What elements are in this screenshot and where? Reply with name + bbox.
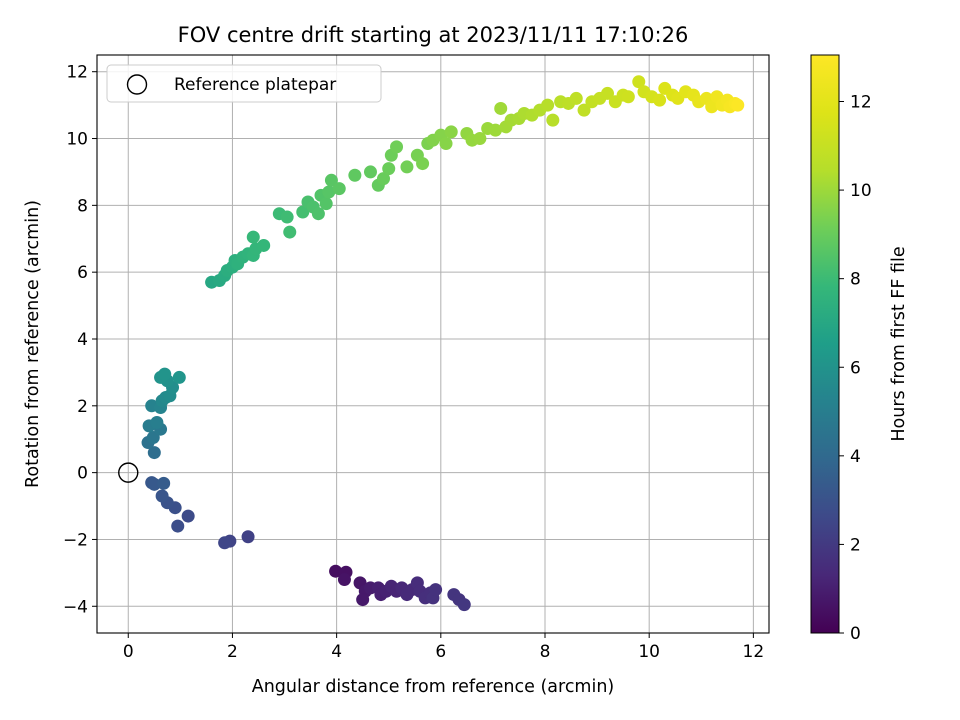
data-point [147, 477, 161, 491]
data-point [356, 593, 370, 607]
x-axis-ticks: 0 2 4 6 8 10 12 [123, 633, 764, 662]
data-point [705, 100, 719, 114]
data-point [171, 519, 185, 533]
x-tick-label: 6 [435, 642, 446, 662]
y-tick-label: −2 [63, 530, 88, 550]
colorbar-tick-label: 8 [850, 270, 861, 290]
data-point [416, 157, 430, 171]
data-point [157, 476, 171, 490]
data-point [601, 86, 615, 100]
x-tick-label: 12 [743, 642, 765, 662]
colorbar-ticks: 0 2 4 6 8 10 12 [839, 93, 872, 644]
legend-box [106, 64, 382, 103]
legend-marker [126, 74, 148, 95]
data-point [218, 536, 232, 550]
x-tick-label: 8 [540, 642, 551, 662]
colorbar-tick-label: 12 [850, 93, 872, 113]
legend: Reference platepar [106, 64, 382, 103]
colorbar-tick-label: 4 [850, 447, 861, 467]
colorbar-tick-label: 0 [850, 624, 861, 644]
data-point [337, 573, 351, 587]
data-point [429, 583, 443, 597]
data-points [118, 75, 745, 612]
data-point [246, 230, 260, 244]
x-tick-label: 10 [638, 642, 660, 662]
data-point [390, 140, 404, 154]
data-point [146, 431, 160, 445]
data-point [731, 98, 745, 112]
data-point [329, 564, 343, 578]
data-point [439, 137, 453, 151]
colorbar-tick-label: 6 [850, 358, 861, 378]
colorbar: 0 2 4 6 8 10 12 Hours from first FF file [810, 54, 909, 644]
y-tick-label: 2 [77, 397, 88, 417]
x-tick-label: 2 [227, 642, 238, 662]
data-point [457, 598, 471, 612]
y-axis-ticks: −4 −2 0 2 4 6 8 10 12 [63, 63, 97, 617]
data-point [494, 101, 508, 115]
data-point [653, 93, 667, 107]
y-tick-label: 4 [77, 330, 88, 350]
reference-point [118, 462, 139, 483]
x-tick-label: 4 [331, 642, 342, 662]
y-tick-label: 12 [66, 63, 88, 83]
data-point [577, 103, 591, 117]
data-point [280, 210, 294, 224]
data-point [158, 367, 172, 381]
data-point [257, 238, 271, 252]
data-point [444, 125, 458, 139]
data-point [489, 123, 503, 137]
data-point [322, 185, 336, 199]
data-point [473, 132, 487, 146]
y-tick-label: 0 [77, 464, 88, 484]
data-point [541, 98, 555, 112]
data-point [147, 446, 161, 460]
y-axis-label: Rotation from reference (arcmin) [23, 200, 43, 488]
data-point [546, 113, 560, 127]
colorbar-tick-label: 2 [850, 535, 861, 555]
data-point [400, 160, 414, 174]
y-tick-label: 10 [66, 130, 88, 150]
data-point [377, 172, 391, 186]
x-tick-label: 0 [123, 642, 134, 662]
data-point [150, 416, 164, 430]
data-point [172, 370, 186, 384]
data-point [311, 207, 325, 221]
data-point [348, 168, 362, 182]
data-point [181, 509, 195, 523]
colorbar-label: Hours from first FF file [889, 246, 909, 441]
plot-frame [96, 54, 770, 634]
colorbar-tick-label: 10 [850, 181, 872, 201]
data-point [296, 205, 310, 219]
data-point [382, 162, 396, 176]
chart-title: FOV centre drift starting at 2023/11/11 … [178, 23, 689, 47]
colorbar-gradient [810, 54, 840, 634]
y-tick-label: 8 [77, 196, 88, 216]
data-point [632, 75, 646, 89]
data-point [332, 182, 346, 196]
data-point [319, 197, 333, 211]
data-point [363, 165, 377, 179]
grid [97, 55, 769, 633]
y-tick-label: 6 [77, 263, 88, 283]
data-point [241, 530, 255, 544]
data-point [621, 90, 635, 104]
legend-entry: Reference platepar [174, 75, 336, 95]
data-point [283, 225, 297, 239]
data-point [569, 91, 583, 105]
data-point [155, 489, 169, 503]
y-tick-label: −4 [63, 597, 88, 617]
data-point [324, 173, 338, 187]
x-axis-label: Angular distance from reference (arcmin) [252, 677, 615, 697]
